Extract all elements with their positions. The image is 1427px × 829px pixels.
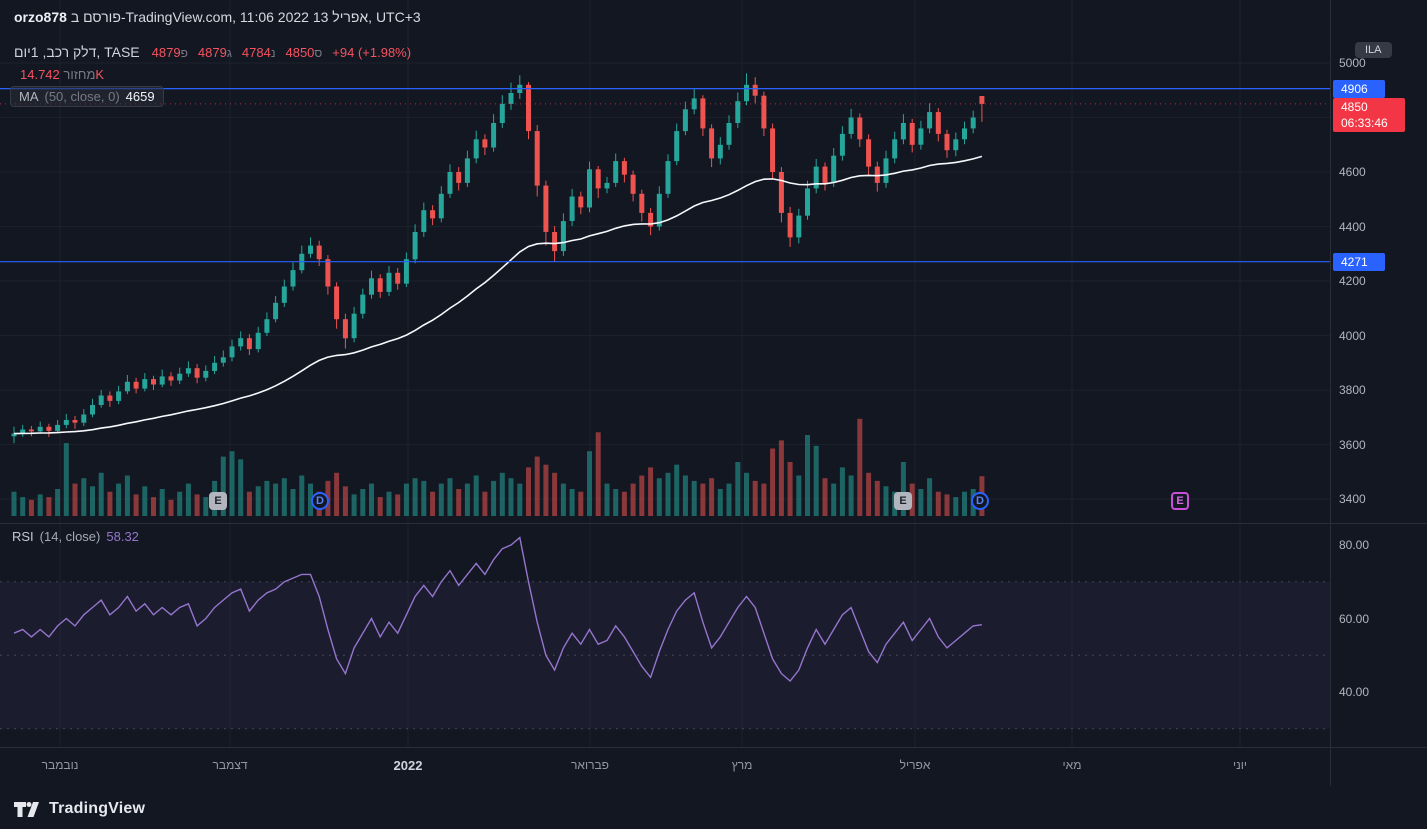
ohlc-values: פ4879 ג4879 נ4784 ס4850 +94 (+1.98%) xyxy=(152,45,411,60)
price-tick: 3600 xyxy=(1339,437,1366,452)
attribution-text: פורסם ב-TradingView.com, 11:06 2022 אפרי… xyxy=(70,9,421,25)
time-label-month: אפריל xyxy=(899,758,931,772)
earnings-marker[interactable]: E xyxy=(1171,492,1189,510)
time-label-month: מרץ xyxy=(731,758,753,772)
price-tick: 4200 xyxy=(1339,274,1366,288)
candles xyxy=(11,73,985,444)
hline-price-label-4271: 4271 xyxy=(1333,253,1385,271)
time-label-month: נובמבר xyxy=(41,758,79,772)
currency-unit-chip: ILA xyxy=(1355,42,1392,58)
symbol-title[interactable]: דלק רכב, 1יום, TASE xyxy=(14,44,140,60)
price-tick: 3800 xyxy=(1339,383,1366,397)
change-value: +94 (+1.98%) xyxy=(332,45,412,60)
time-label-month: יוני xyxy=(1232,758,1248,772)
time-label-month: מאי xyxy=(1062,758,1082,772)
price-tick: 4400 xyxy=(1339,219,1366,234)
time-axis[interactable]: נובמבר דצמבר 2022 פברואר מרץ אפריל מאי יוני xyxy=(0,748,1330,789)
hline-price-label-4906: 4906 xyxy=(1333,80,1385,98)
time-label-month: פברואר xyxy=(571,758,609,772)
ma-indicator-legend[interactable]: MA (50, close, 0) 4659 xyxy=(10,86,164,107)
tradingview-logo-icon[interactable] xyxy=(14,801,41,818)
attribution: orzo878 פורסם ב-TradingView.com, 11:06 2… xyxy=(14,9,421,25)
rsi-tick: 60.00 xyxy=(1339,611,1370,626)
open-value: פ4879 xyxy=(151,45,188,60)
time-label-month: דצמבר xyxy=(212,758,248,772)
price-tick: 3400 xyxy=(1339,492,1366,506)
bar-countdown: 06:33:46 xyxy=(1341,116,1388,130)
rsi-line xyxy=(13,536,982,683)
earnings-marker[interactable]: E xyxy=(209,492,227,510)
rsi-band xyxy=(0,581,1330,729)
price-tick: 5000 xyxy=(1339,56,1366,70)
close-value: ס4850 xyxy=(285,45,323,60)
last-price-label: 4850 06:33:46 xyxy=(1333,98,1405,132)
candlestick-chart xyxy=(0,73,1330,730)
high-value: ג4879 xyxy=(197,45,232,60)
dividend-marker[interactable]: D xyxy=(311,492,329,510)
earnings-marker[interactable]: E xyxy=(894,492,912,510)
dividend-marker[interactable]: D xyxy=(971,492,989,510)
ma-line xyxy=(13,155,983,435)
rsi-tick: 40.00 xyxy=(1339,685,1370,699)
price-scale[interactable]: ILA 4906 4850 06:33:46 4271 500048004600… xyxy=(1330,0,1427,786)
time-label-year: 2022 xyxy=(393,758,423,773)
rsi-tick: 80.00 xyxy=(1339,538,1370,552)
volume-bars xyxy=(11,418,985,516)
axis-separator xyxy=(0,747,1427,748)
rsi-indicator-legend[interactable]: RSI (14, close) 58.32 xyxy=(12,529,139,544)
low-value: נ4784 xyxy=(241,45,276,60)
volume-legend[interactable]: מחזור 14.742K xyxy=(20,67,105,82)
chart-pane[interactable]: orzo878 פורסם ב-TradingView.com, 11:06 2… xyxy=(0,0,1330,747)
footer: TradingView xyxy=(0,789,1427,829)
price-tick: 4600 xyxy=(1339,165,1366,179)
tradingview-brand[interactable]: TradingView xyxy=(49,800,146,817)
pane-separator[interactable] xyxy=(0,523,1427,524)
price-tick: 4000 xyxy=(1339,328,1366,343)
author-username[interactable]: orzo878 xyxy=(14,9,67,25)
symbol-legend[interactable]: דלק רכב, 1יום, TASE פ4879 ג4879 נ4784 ס4… xyxy=(14,44,411,60)
